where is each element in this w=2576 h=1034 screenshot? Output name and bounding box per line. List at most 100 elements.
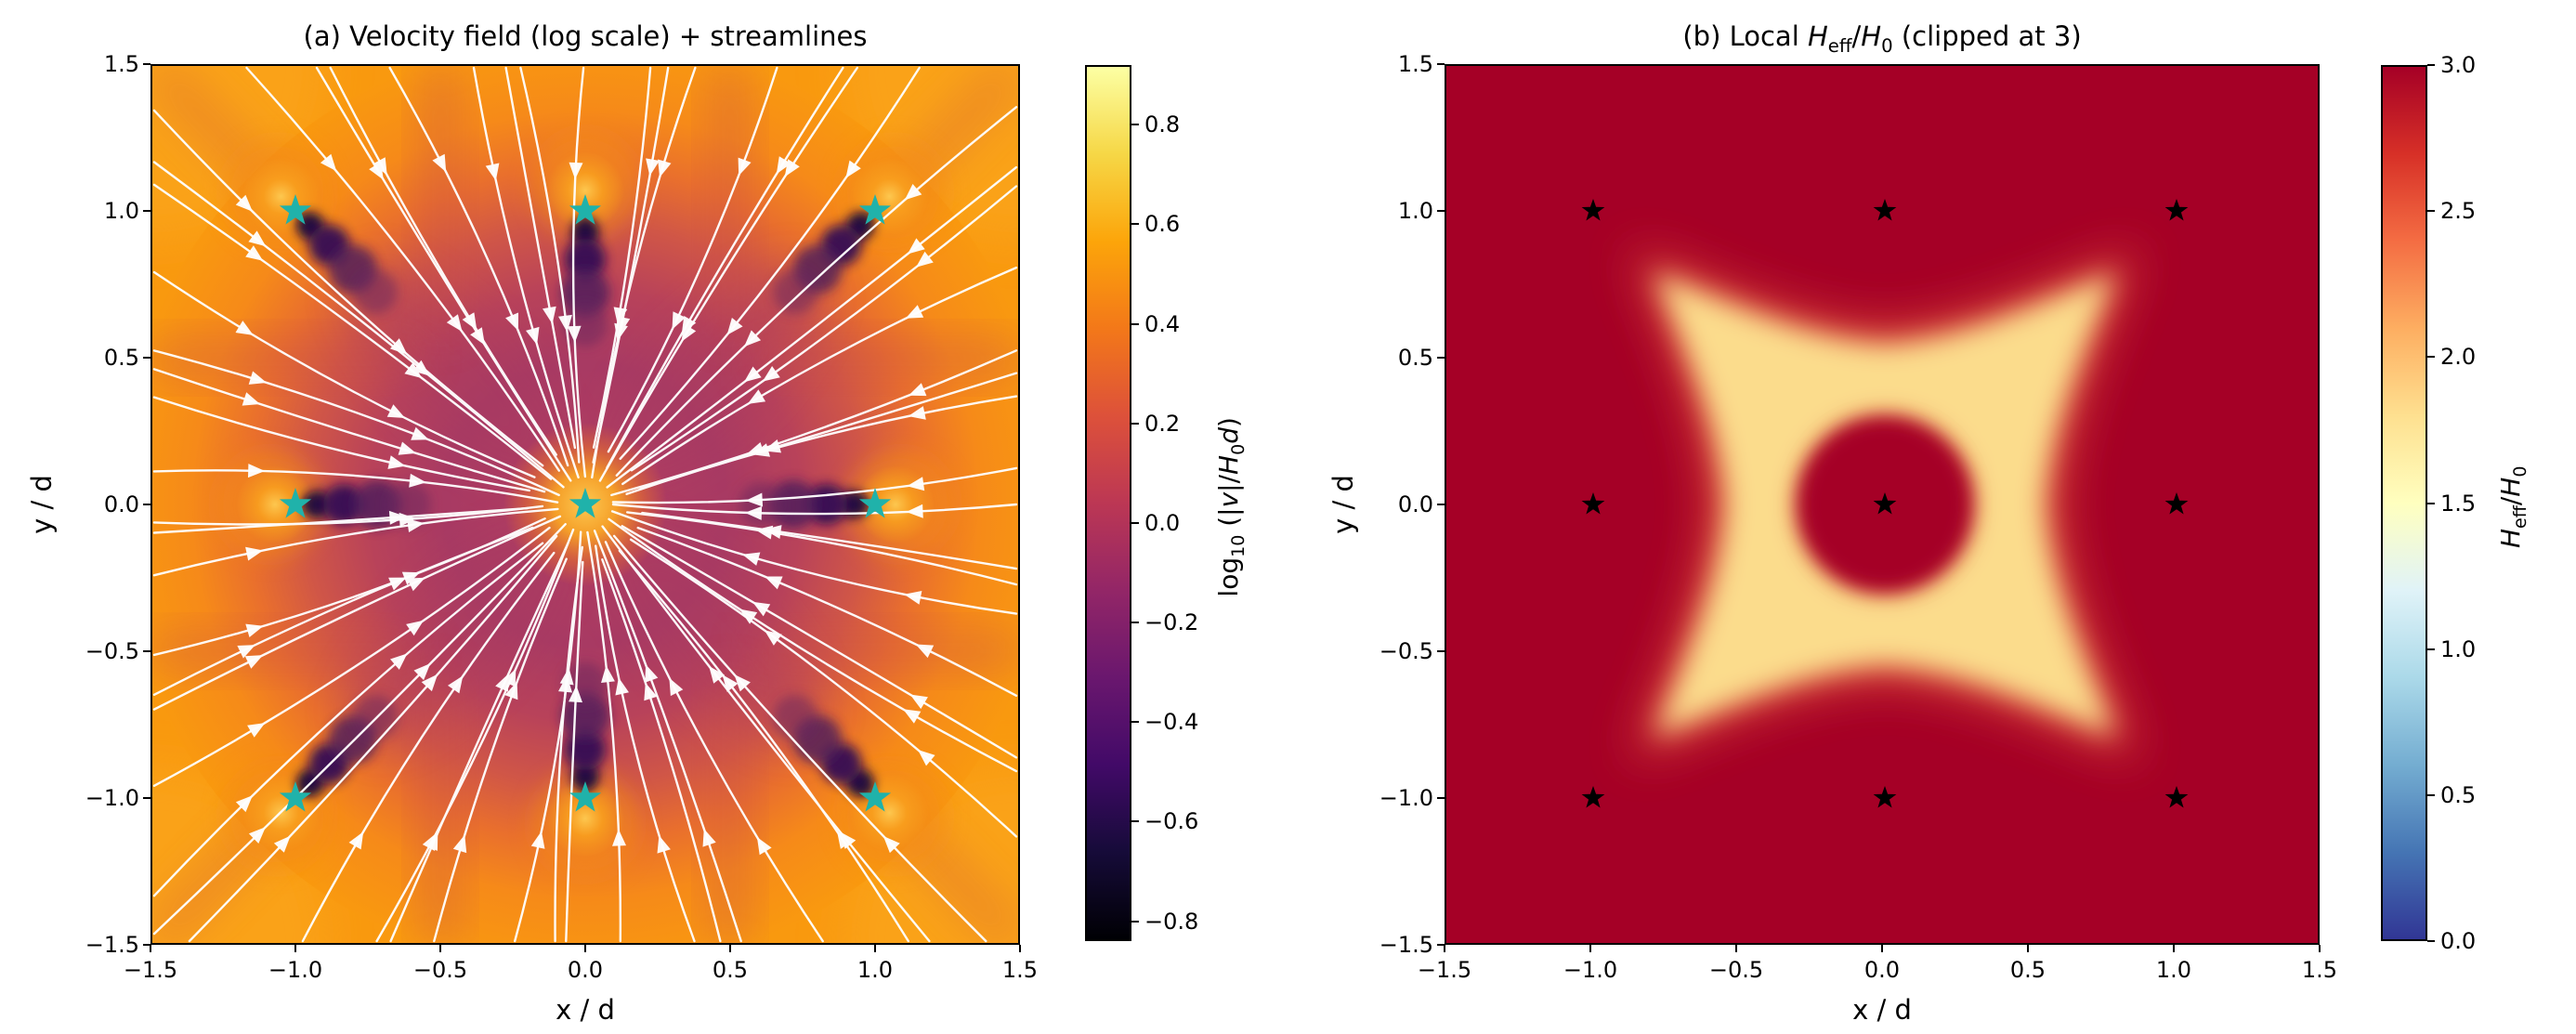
- streamlines: [152, 66, 1018, 943]
- colorbar-tick: [1131, 820, 1139, 823]
- colorbar-tick-label: 0.6: [1144, 211, 1181, 238]
- y-tick: [143, 797, 150, 799]
- star-marker: [858, 488, 892, 518]
- mass-star-markers-b: [1581, 199, 2189, 808]
- y-tick: [1437, 650, 1445, 652]
- colorbar-tick-label: −0.6: [1144, 808, 1199, 835]
- panel-a-xlabel: x / d: [556, 994, 615, 1026]
- colorbar-tick: [1131, 322, 1139, 325]
- colorbar-tick-label: 0.8: [1144, 111, 1181, 138]
- colorbar-tick-label: 0.4: [1144, 310, 1181, 337]
- y-tick-label: −1.5: [1379, 932, 1433, 958]
- y-tick-label: 1.5: [1397, 51, 1433, 77]
- y-tick: [1437, 357, 1445, 359]
- y-tick: [143, 504, 150, 505]
- colorbar-tick-label: 2.0: [2440, 344, 2477, 371]
- x-tick-label: −0.5: [412, 957, 468, 983]
- y-tick-label: −1.5: [85, 932, 139, 958]
- star-marker: [2164, 199, 2189, 221]
- x-tick: [1444, 945, 1445, 952]
- y-tick-label: −0.5: [85, 638, 139, 664]
- star-marker: [569, 488, 602, 518]
- x-tick-label: −1.0: [1563, 957, 1618, 983]
- x-tick-label: −1.5: [123, 957, 178, 983]
- colorbar-tick: [2427, 502, 2435, 504]
- y-tick: [143, 210, 150, 212]
- mass-star-markers-a: [279, 194, 892, 812]
- star-marker: [1581, 786, 1605, 808]
- x-tick-label: −0.5: [1708, 957, 1764, 983]
- colorbar-a: [1085, 65, 1131, 941]
- x-tick: [439, 945, 441, 952]
- panel-a-title: (a) Velocity field (log scale) + streaml…: [303, 20, 868, 52]
- panel-b-spine: [1445, 64, 2320, 945]
- star-marker: [569, 781, 602, 812]
- x-tick-label: 1.0: [2155, 957, 2192, 983]
- colorbar-tick: [2427, 64, 2435, 66]
- colorbar-tick: [2427, 940, 2435, 942]
- y-tick-label: 1.0: [1397, 198, 1433, 224]
- y-tick: [143, 63, 150, 65]
- y-tick-label: 0.5: [1397, 345, 1433, 371]
- y-tick: [143, 357, 150, 359]
- star-marker: [858, 781, 892, 812]
- colorbar-tick-label: 0.2: [1144, 410, 1181, 437]
- colorbar-tick-label: 0.0: [1144, 509, 1181, 536]
- star-marker: [279, 488, 312, 518]
- colorbar-tick-label: 2.5: [2440, 198, 2477, 225]
- x-tick-label: 1.5: [2301, 957, 2338, 983]
- y-tick: [1437, 944, 1445, 946]
- y-tick: [1437, 797, 1445, 799]
- panel-a-spine: [150, 64, 1020, 945]
- y-tick-label: 0.0: [1397, 491, 1433, 517]
- colorbar-tick-label: −0.8: [1144, 908, 1199, 935]
- star-marker: [1873, 786, 1897, 808]
- star-marker: [569, 194, 602, 225]
- star-marker: [1581, 492, 1605, 515]
- x-tick: [1881, 945, 1883, 952]
- colorbar-tick-label: −0.4: [1144, 709, 1199, 736]
- y-tick: [143, 650, 150, 652]
- x-tick: [1019, 945, 1021, 952]
- star-marker: [2164, 786, 2189, 808]
- y-tick: [1437, 63, 1445, 65]
- x-tick: [729, 945, 731, 952]
- colorbar-tick: [1131, 521, 1139, 524]
- x-tick: [294, 945, 296, 952]
- x-tick: [584, 945, 586, 952]
- star-marker: [1873, 492, 1897, 515]
- x-tick: [150, 945, 151, 952]
- star-marker: [1873, 199, 1897, 221]
- colorbar-tick-label: 1.5: [2440, 490, 2477, 517]
- star-marker: [2164, 492, 2189, 515]
- colorbar-tick: [1131, 622, 1139, 624]
- colorbar-tick-label: 3.0: [2440, 52, 2477, 78]
- y-tick-label: 1.5: [103, 51, 139, 77]
- x-tick-label: 1.5: [1001, 957, 1039, 983]
- panel-b-xlabel: x / d: [1852, 994, 1912, 1026]
- colorbar-tick: [2427, 210, 2435, 213]
- velocity-field-heatmap: [150, 64, 1020, 945]
- colorbar-tick-label: 0.5: [2440, 781, 2477, 808]
- streamline-arrows: [235, 153, 935, 856]
- colorbar-tick: [1131, 920, 1139, 923]
- colorbar-tick: [2427, 793, 2435, 796]
- y-tick: [143, 944, 150, 946]
- y-tick-label: 1.0: [103, 198, 139, 224]
- colorbar-tick: [1131, 422, 1139, 425]
- y-tick: [1437, 210, 1445, 212]
- colorbar-tick-label: 1.0: [2440, 635, 2477, 662]
- colorbar-tick: [1131, 223, 1139, 226]
- star-marker: [858, 194, 892, 225]
- colorbar-b: [2381, 65, 2427, 941]
- x-tick-label: 0.0: [567, 957, 604, 983]
- y-tick-label: −1.0: [1379, 785, 1433, 811]
- colorbar-tick: [2427, 648, 2435, 650]
- y-tick-label: 0.0: [103, 491, 139, 517]
- x-tick: [2319, 945, 2321, 952]
- star-marker: [279, 194, 312, 225]
- y-tick: [1437, 504, 1445, 505]
- x-tick-label: 1.0: [856, 957, 894, 983]
- heff-ratio-heatmap: [1445, 64, 2320, 945]
- x-tick: [1735, 945, 1737, 952]
